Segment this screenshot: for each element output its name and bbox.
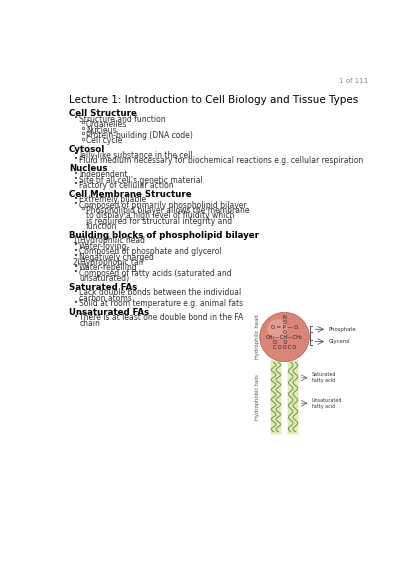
Text: Unsaturated FAs: Unsaturated FAs xyxy=(69,308,149,317)
FancyBboxPatch shape xyxy=(287,360,298,435)
Text: Protein-building (DNA code): Protein-building (DNA code) xyxy=(86,131,193,140)
Text: O    O: O O xyxy=(273,340,288,345)
Text: Structure and function: Structure and function xyxy=(79,115,166,124)
Text: chain: chain xyxy=(79,319,100,328)
Text: Extremely pliable: Extremely pliable xyxy=(79,195,146,204)
Text: N: N xyxy=(282,315,287,320)
Text: Building blocks of phospholipid bilayer: Building blocks of phospholipid bilayer xyxy=(69,230,259,240)
Text: O: O xyxy=(282,320,287,325)
Text: 1 of 111: 1 of 111 xyxy=(339,78,368,84)
Text: Cell cycle: Cell cycle xyxy=(86,136,122,145)
Text: •: • xyxy=(74,253,78,259)
Text: is required for structural integrity and: is required for structural integrity and xyxy=(86,217,232,226)
Text: Negatively charged: Negatively charged xyxy=(79,253,154,262)
Text: •: • xyxy=(74,196,78,202)
Text: •: • xyxy=(74,248,78,253)
Text: Hydrophobic tail: Hydrophobic tail xyxy=(80,258,143,267)
Text: •: • xyxy=(74,314,78,320)
Text: Cytosol: Cytosol xyxy=(69,145,105,154)
Text: •: • xyxy=(74,264,78,270)
Text: Lack double bonds between the individual: Lack double bonds between the individual xyxy=(79,289,241,298)
Text: O = P — O: O = P — O xyxy=(271,325,298,330)
Text: 1): 1) xyxy=(72,236,80,246)
Text: unsaturated): unsaturated) xyxy=(79,274,129,283)
Text: Fluid medium necessary for biochemical reactions e.g. cellular respiration: Fluid medium necessary for biochemical r… xyxy=(79,156,364,165)
Text: •: • xyxy=(74,176,78,182)
Text: •: • xyxy=(74,156,78,162)
Text: Cell Membrane Structure: Cell Membrane Structure xyxy=(69,189,192,199)
Text: •: • xyxy=(74,171,78,176)
Text: •: • xyxy=(74,151,78,157)
Text: •: • xyxy=(74,300,78,306)
Text: Factory of cellular action: Factory of cellular action xyxy=(79,181,174,190)
Text: Hydrophobic tails: Hydrophobic tails xyxy=(255,375,260,420)
Text: Composed of primarily phospholipid bilayer: Composed of primarily phospholipid bilay… xyxy=(79,201,247,210)
Text: function: function xyxy=(86,222,118,231)
Text: •: • xyxy=(74,289,78,295)
Text: Nucleus: Nucleus xyxy=(86,126,116,135)
Text: •: • xyxy=(74,242,78,248)
Text: There is at least one double bond in the FA: There is at least one double bond in the… xyxy=(79,313,243,322)
Text: Independent: Independent xyxy=(79,171,128,179)
Text: Nucleus: Nucleus xyxy=(69,165,108,173)
Text: 2): 2) xyxy=(72,258,80,267)
Text: •: • xyxy=(74,269,78,275)
Text: •: • xyxy=(74,182,78,188)
Text: Cell Structure: Cell Structure xyxy=(69,109,137,118)
Text: Solid at room temperature e.g. animal fats: Solid at room temperature e.g. animal fa… xyxy=(79,299,243,308)
Circle shape xyxy=(267,319,287,339)
Text: Jelly-like substance in the cell: Jelly-like substance in the cell xyxy=(79,151,193,159)
Text: Water-repelling: Water-repelling xyxy=(79,263,138,272)
Text: Saturated
fatty acid: Saturated fatty acid xyxy=(312,372,337,383)
Text: CH₂—CH—CH₂: CH₂—CH—CH₂ xyxy=(266,335,303,340)
Text: Hydrophilic head: Hydrophilic head xyxy=(80,236,145,246)
Text: Water-loving: Water-loving xyxy=(79,242,127,251)
Text: Composed of phosphate and glycerol: Composed of phosphate and glycerol xyxy=(79,248,222,256)
Circle shape xyxy=(260,312,310,362)
Text: •: • xyxy=(74,201,78,207)
Text: C O O C O: C O O C O xyxy=(273,345,296,350)
Text: Composed of fatty acids (saturated and: Composed of fatty acids (saturated and xyxy=(79,269,232,278)
Text: O: O xyxy=(282,330,287,335)
Text: Phospholipid bilayer allows the membrane: Phospholipid bilayer allows the membrane xyxy=(86,206,250,215)
Text: •: • xyxy=(74,115,78,121)
Text: Site of all cell’s genetic material: Site of all cell’s genetic material xyxy=(79,176,203,185)
Text: carbon atoms: carbon atoms xyxy=(79,294,132,303)
Text: to display a high level of fluidity which: to display a high level of fluidity whic… xyxy=(86,212,235,220)
FancyBboxPatch shape xyxy=(270,360,281,435)
Text: Saturated FAs: Saturated FAs xyxy=(69,283,137,292)
Text: Organelles: Organelles xyxy=(86,120,127,129)
Text: Hydrophilic head: Hydrophilic head xyxy=(255,315,260,359)
Text: Unsaturated
fatty acid: Unsaturated fatty acid xyxy=(312,397,342,409)
Text: Glycerol: Glycerol xyxy=(329,339,350,344)
Text: Lecture 1: Introduction to Cell Biology and Tissue Types: Lecture 1: Introduction to Cell Biology … xyxy=(69,95,358,105)
Text: Phosphate: Phosphate xyxy=(329,327,357,332)
